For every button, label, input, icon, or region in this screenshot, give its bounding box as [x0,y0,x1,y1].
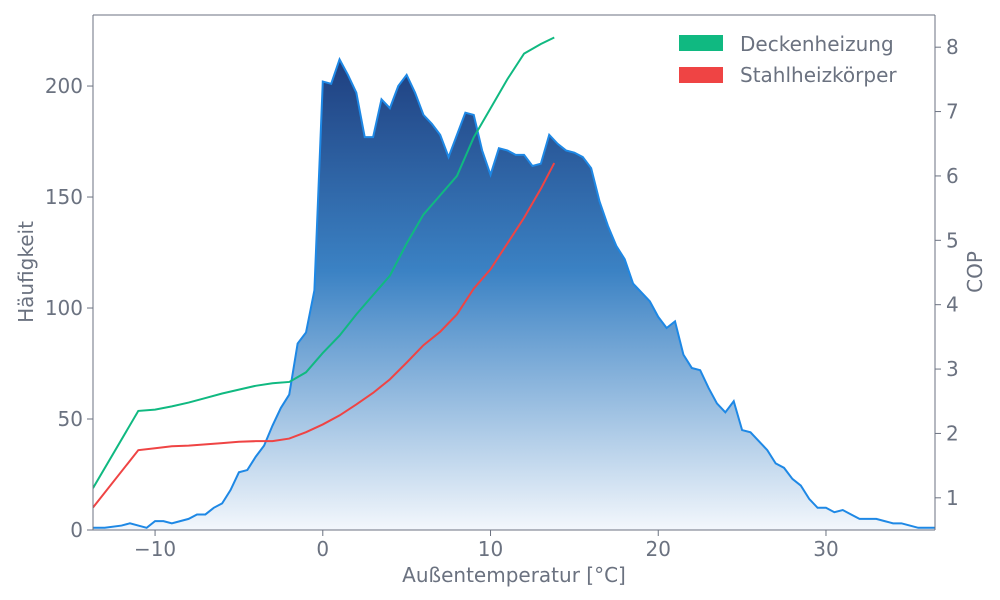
frequency-area [93,59,935,530]
y-axis-right-label: COP [963,251,987,293]
y-axis-left-label: Häufigkeit [14,221,38,323]
legend: Deckenheizung Stahlheizkörper [679,32,897,87]
legend-swatch-deckenheizung [679,35,723,51]
y-right-tick-label: 7 [946,100,959,124]
frequency-line [93,56,935,529]
x-tick-label: 20 [646,537,671,561]
y-right-tick-label: 1 [946,486,959,510]
y-left-tick-label: 50 [58,407,83,431]
y-right-tick-label: 2 [946,421,959,445]
plot-area [93,36,935,530]
legend-label-stahlheizkoerper: Stahlheizkörper [740,63,897,87]
series-line-deckenheizung [93,36,555,489]
x-tick-label: 30 [813,537,838,561]
series-line-stahlheizkoerper [93,162,556,509]
y-right-tick-label: 3 [946,357,959,381]
legend-label-deckenheizung: Deckenheizung [740,32,894,56]
y-left-tick-label: 150 [45,185,83,209]
tick-labels: −10 0 10 20 30 0 50 100 150 200 1 2 3 4 5 6 7 8 [45,35,959,561]
y-left-tick-label: 100 [45,296,83,320]
y-right-tick-label: 8 [946,35,959,59]
y-left-tick-label: 0 [70,518,83,542]
legend-swatch-stahlheizkoerper [679,67,723,83]
x-axis-label: Außentemperatur [°C] [402,563,626,587]
y-right-tick-label: 5 [946,228,959,252]
y-right-tick-label: 6 [946,164,959,188]
y-right-tick-label: 4 [946,293,959,317]
x-tick-label: 0 [316,537,329,561]
y-left-tick-label: 200 [45,74,83,98]
axes [92,14,936,531]
x-tick-label: −10 [134,537,176,561]
x-tick-label: 10 [478,537,503,561]
